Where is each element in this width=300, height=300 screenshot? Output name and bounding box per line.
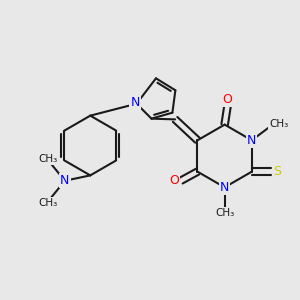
Text: CH₃: CH₃ [269,119,288,129]
Text: N: N [130,96,140,109]
Text: S: S [273,165,281,178]
Text: N: N [247,134,256,147]
Text: N: N [60,174,70,187]
Text: O: O [169,174,179,187]
Text: O: O [223,93,232,106]
Text: CH₃: CH₃ [39,198,58,208]
Text: CH₃: CH₃ [39,154,58,164]
Text: CH₃: CH₃ [215,208,234,218]
Text: N: N [220,181,229,194]
